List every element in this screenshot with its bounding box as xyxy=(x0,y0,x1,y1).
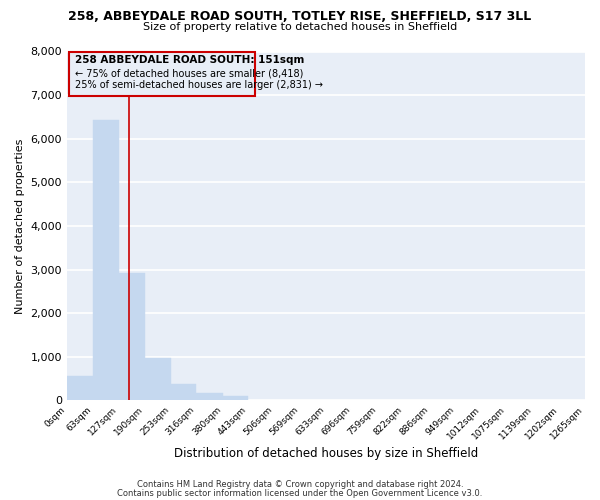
Text: 258, ABBEYDALE ROAD SOUTH, TOTLEY RISE, SHEFFIELD, S17 3LL: 258, ABBEYDALE ROAD SOUTH, TOTLEY RISE, … xyxy=(68,10,532,23)
Text: Contains HM Land Registry data © Crown copyright and database right 2024.: Contains HM Land Registry data © Crown c… xyxy=(137,480,463,489)
Text: 25% of semi-detached houses are larger (2,831) →: 25% of semi-detached houses are larger (… xyxy=(75,80,323,90)
Bar xyxy=(67,376,93,400)
Text: 258 ABBEYDALE ROAD SOUTH: 151sqm: 258 ABBEYDALE ROAD SOUTH: 151sqm xyxy=(75,55,305,65)
Bar xyxy=(119,272,145,400)
X-axis label: Distribution of detached houses by size in Sheffield: Distribution of detached houses by size … xyxy=(174,447,478,460)
FancyBboxPatch shape xyxy=(69,52,256,96)
Bar xyxy=(170,384,196,400)
Bar xyxy=(145,358,170,401)
Bar xyxy=(223,396,248,400)
Bar xyxy=(196,393,223,400)
Bar xyxy=(93,120,119,400)
Y-axis label: Number of detached properties: Number of detached properties xyxy=(15,138,25,314)
Text: Contains public sector information licensed under the Open Government Licence v3: Contains public sector information licen… xyxy=(118,488,482,498)
Text: Size of property relative to detached houses in Sheffield: Size of property relative to detached ho… xyxy=(143,22,457,32)
Text: ← 75% of detached houses are smaller (8,418): ← 75% of detached houses are smaller (8,… xyxy=(75,68,304,78)
